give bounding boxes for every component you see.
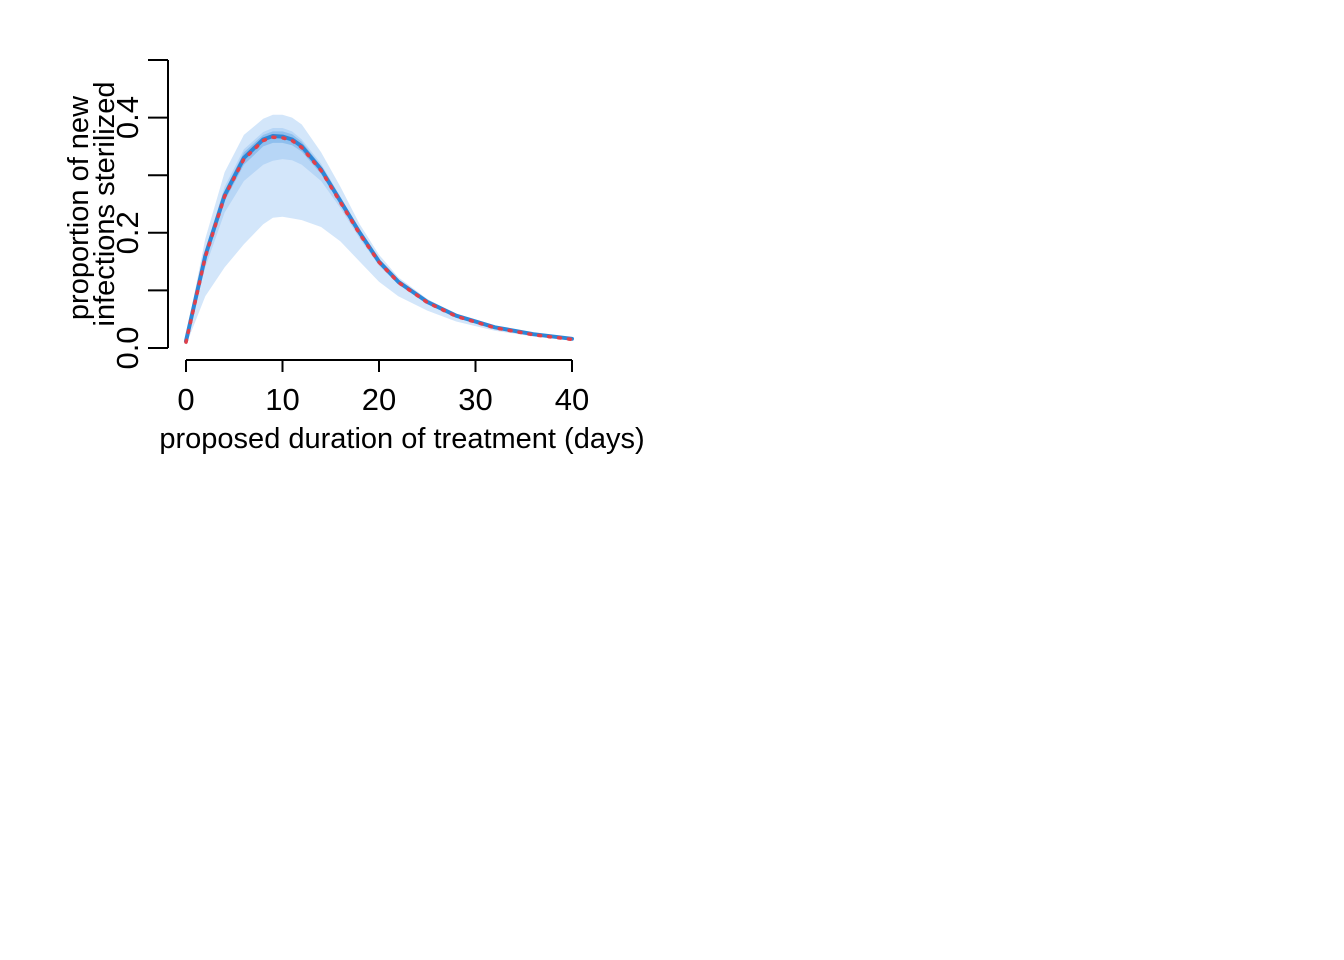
band-outer	[186, 114, 572, 346]
y-axis-title: proportion of new infections sterilized	[63, 82, 121, 327]
x-tick-label: 10	[265, 382, 299, 417]
y-axis-title-line-1: proportion of new	[63, 95, 95, 320]
x-tick-label: 0	[177, 382, 194, 417]
x-ticks: 0 10 20 30 40	[177, 360, 589, 417]
x-tick-label: 30	[458, 382, 492, 417]
x-axis-title: proposed duration of treatment (days)	[159, 423, 644, 455]
y-tick-label: 0.2	[110, 211, 145, 254]
axes: 0 10 20 30 40 0.0 0.2 0.4	[110, 59, 589, 417]
x-tick-label: 20	[362, 382, 396, 417]
y-tick-label: 0.4	[110, 96, 145, 139]
series-line-reference	[184, 135, 574, 344]
uncertainty-bands	[186, 114, 572, 346]
svg-text:proportion of new infect: proportion of new infections sterilized	[63, 82, 121, 327]
series-lines	[184, 134, 574, 344]
x-tick-label: 40	[555, 382, 589, 417]
y-ticks: 0.0 0.2 0.4	[110, 59, 168, 370]
y-axis-title-line-2: infections sterilized	[89, 82, 121, 327]
y-tick-label: 0.0	[110, 326, 145, 369]
